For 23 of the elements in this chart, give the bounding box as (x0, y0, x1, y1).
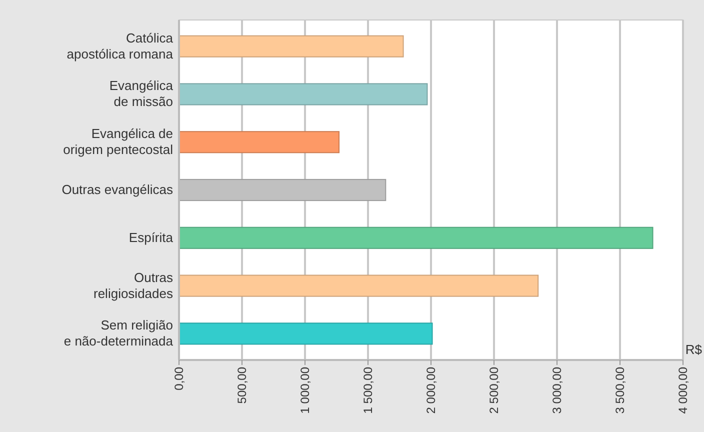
x-tick-label: 3 000,00 (550, 366, 564, 414)
x-tick-label: 1 000,00 (298, 366, 312, 414)
bar (178, 322, 433, 345)
x-axis-title: R$ (685, 342, 703, 357)
bar (178, 274, 539, 297)
x-tick-label: 1 500,00 (361, 366, 375, 414)
y-tick-label: Outras evangélicas (62, 182, 174, 197)
bar (178, 35, 404, 58)
bar (178, 83, 428, 106)
bar (178, 131, 340, 154)
y-tick-label: Sem religião e não-determinada (64, 318, 174, 349)
bar (178, 226, 654, 249)
x-tick-label: 2 500,00 (487, 366, 501, 414)
y-tick-label: Outras religiosidades (94, 270, 174, 301)
x-tick-label: 0,00 (172, 366, 186, 390)
x-tick-label: 500,00 (235, 366, 249, 404)
y-tick-label: Católica apostólica romana (66, 30, 174, 62)
x-tick-label: 4 000,00 (676, 366, 690, 414)
y-tick-label: Evangélica de missão (109, 78, 174, 110)
x-tick-label: 3 500,00 (613, 366, 627, 414)
y-tick-label: Espírita (128, 230, 174, 245)
y-tick-label: Evangélica de origem pentecostal (63, 126, 174, 158)
x-tick-label: 2 000,00 (424, 366, 438, 414)
